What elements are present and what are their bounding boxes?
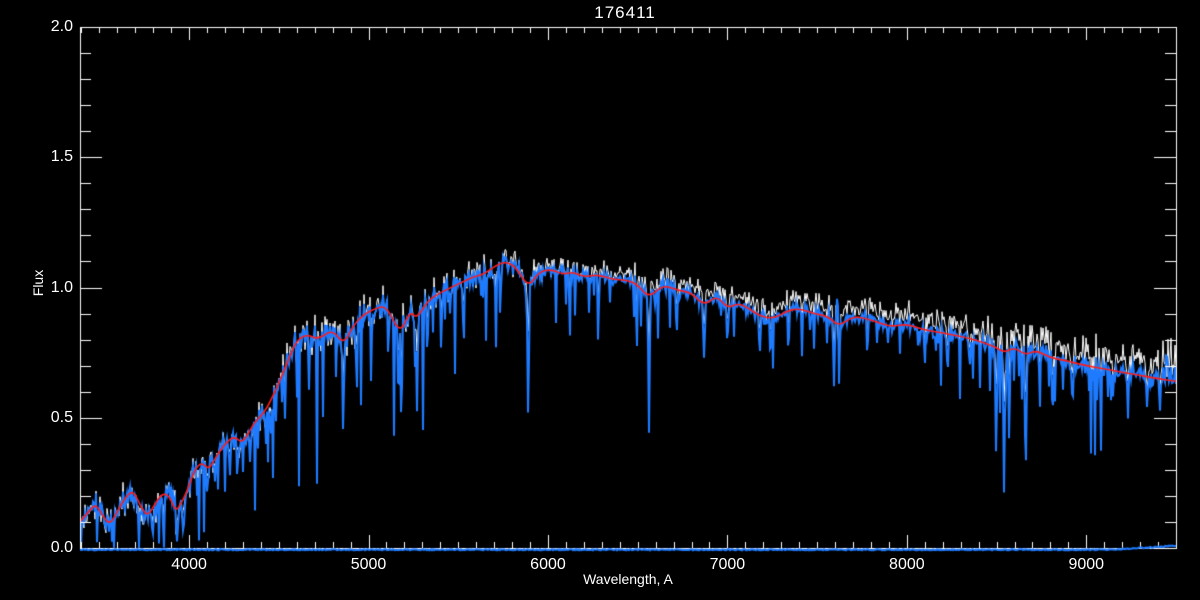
x-tick-label: 4000 <box>171 556 207 573</box>
x-tick-label: 6000 <box>530 556 566 573</box>
y-tick-label: 1.0 <box>50 278 73 296</box>
x-tick-label: 9000 <box>1068 556 1105 573</box>
y-tick-label: 1.5 <box>50 148 73 166</box>
x-tick-label: 8000 <box>889 556 925 573</box>
y-tick-label: 2.0 <box>50 18 73 35</box>
x-tick-label: 7000 <box>709 556 746 573</box>
y-tick-label: 0.5 <box>50 408 73 426</box>
plot-title: 176411 <box>594 3 656 22</box>
x-axis-label: Wavelength, A <box>583 571 673 587</box>
y-tick-label: 0.0 <box>50 539 73 556</box>
x-tick-label: 5000 <box>350 556 387 573</box>
